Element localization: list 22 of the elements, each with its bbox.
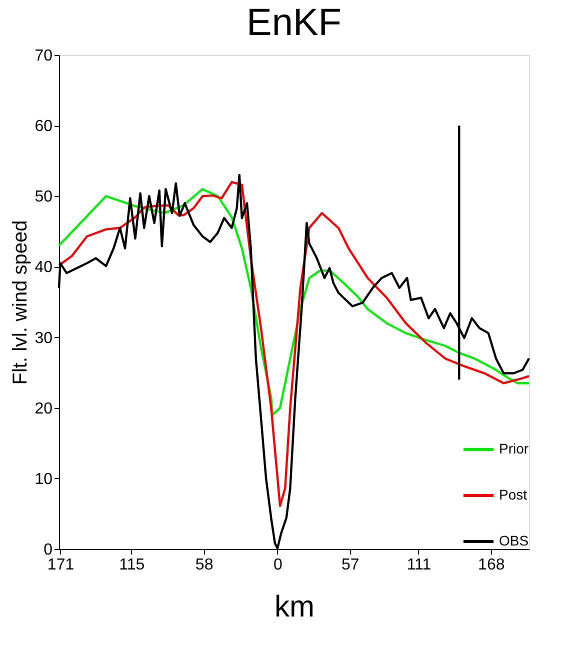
x-tick-label: 115 — [119, 556, 145, 574]
chart-title: EnKF — [246, 2, 342, 44]
y-tick-label: 10 — [34, 470, 53, 488]
x-tick-label: 58 — [195, 556, 214, 574]
y-tick-label: 50 — [34, 188, 53, 206]
legend-label: OBS — [499, 532, 529, 548]
y-tick-label: 60 — [34, 118, 53, 136]
x-axis-title: km — [274, 590, 314, 624]
x-tick-label: 0 — [274, 556, 283, 574]
legend-label: Post — [499, 486, 528, 502]
y-tick-label: 70 — [34, 48, 53, 64]
y-tick-label: 30 — [34, 330, 53, 347]
x-tick-label: 111 — [406, 556, 432, 574]
y-tick-label: 20 — [34, 400, 53, 418]
y-tick-label: 0 — [44, 542, 53, 558]
x-tick-label: 168 — [478, 556, 505, 574]
x-tick-label: 57 — [341, 556, 360, 574]
x-tick-label: 171 — [47, 556, 74, 574]
line-series — [58, 188, 530, 416]
legend-label: Prior — [499, 440, 529, 456]
y-tick-label: 40 — [34, 259, 53, 276]
y-axis-title: Flt. lvl. wind speed — [10, 220, 32, 385]
